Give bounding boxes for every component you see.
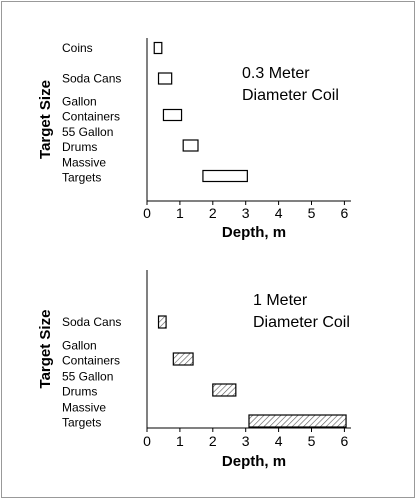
range-bar bbox=[182, 139, 199, 152]
x-tick-label: 3 bbox=[242, 205, 250, 221]
x-tick-label: 0 bbox=[143, 433, 151, 449]
x-tick-label: 4 bbox=[275, 433, 283, 449]
x-axis-label: Depth, m bbox=[222, 453, 286, 470]
category-label: Soda Cans bbox=[62, 72, 121, 86]
bottom-chart-panel: 0 1 2 3 4 5 6 Depth, m Target Size 1 Meter Diamete… bbox=[37, 270, 351, 470]
x-tick-label: 5 bbox=[308, 205, 316, 221]
y-axis-label: Target Size bbox=[37, 80, 54, 159]
category-label: Coins bbox=[62, 41, 93, 55]
range-bar bbox=[202, 169, 248, 183]
coil-annotation-line: 0.3 Meter bbox=[242, 65, 310, 82]
range-bar bbox=[162, 108, 183, 122]
range-bar bbox=[157, 72, 173, 85]
range-bar bbox=[248, 414, 347, 428]
range-bar bbox=[157, 315, 167, 329]
x-tick-label: 1 bbox=[176, 433, 184, 449]
category-label: Massive bbox=[62, 401, 106, 415]
x-tick-label: 1 bbox=[176, 205, 184, 221]
category-label: Soda Cans bbox=[62, 315, 121, 329]
range-bar bbox=[153, 41, 163, 55]
x-tick-label: 3 bbox=[242, 433, 250, 449]
coil-annotation-line: Diameter Coil bbox=[242, 87, 339, 104]
x-tick-label: 5 bbox=[308, 433, 316, 449]
x-tick-label: 6 bbox=[341, 433, 349, 449]
category-label: Gallon bbox=[62, 95, 97, 109]
category-label: Drums bbox=[62, 385, 97, 399]
coil-annotation-line: Diameter Coil bbox=[253, 314, 350, 331]
category-label: Massive bbox=[62, 156, 106, 170]
coil-annotation-line: 1 Meter bbox=[253, 292, 308, 309]
top-chart-panel: 0 1 2 3 4 5 6 Depth, m Target Size 0.3 Meter Diame… bbox=[37, 38, 351, 241]
x-axis-label: Depth, m bbox=[222, 224, 286, 241]
y-axis-label: Target Size bbox=[37, 310, 54, 389]
x-tick-label: 2 bbox=[209, 205, 217, 221]
category-label: Targets bbox=[62, 171, 101, 185]
x-tick-label: 4 bbox=[275, 205, 283, 221]
category-label: Gallon bbox=[62, 339, 97, 353]
category-label: Containers bbox=[62, 354, 120, 368]
x-tick-label: 0 bbox=[143, 205, 151, 221]
category-label: Targets bbox=[62, 416, 101, 430]
x-tick-label: 2 bbox=[209, 433, 217, 449]
x-tick-label: 6 bbox=[341, 205, 349, 221]
range-bar bbox=[212, 383, 237, 397]
category-label: Drums bbox=[62, 140, 97, 154]
category-label: 55 Gallon bbox=[62, 125, 113, 139]
range-bar bbox=[172, 352, 194, 366]
category-label: Containers bbox=[62, 110, 120, 124]
category-label: 55 Gallon bbox=[62, 370, 113, 384]
